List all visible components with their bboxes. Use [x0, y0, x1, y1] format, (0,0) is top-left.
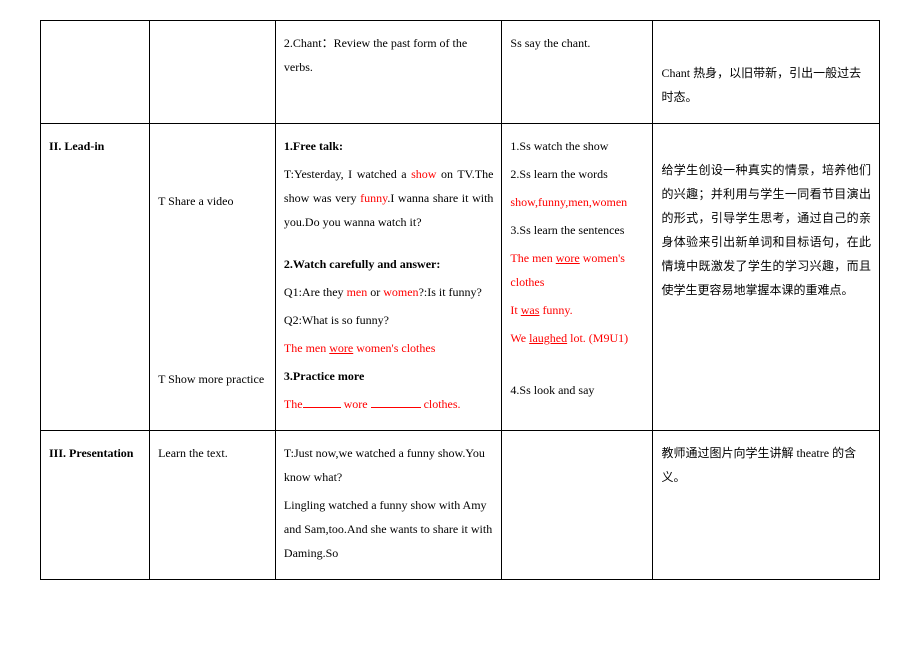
text-underline: wore [329, 341, 353, 355]
text: The men [510, 251, 555, 265]
text: clothes. [421, 397, 461, 411]
text: We [510, 331, 529, 345]
text-red: men [347, 285, 368, 299]
text: The men [284, 341, 329, 355]
text: Q1:Are they [284, 285, 347, 299]
blank [303, 395, 341, 408]
heading: 2.Watch carefully and answer: [284, 252, 494, 276]
cell-teacher: T Share a video T Show more practice [150, 124, 276, 431]
text: women's clothes [353, 341, 435, 355]
text: 1.Ss watch the show [510, 134, 644, 158]
cell-teacher: Learn the text. [150, 431, 276, 580]
text-underline: was [521, 303, 540, 317]
paragraph: T:Yesterday, I watched a show on TV.The … [284, 162, 494, 234]
text: Chant 热身，以旧带新，引出一般过去时态。 [661, 61, 871, 109]
table-row: III. Presentation Learn the text. T:Just… [41, 431, 880, 580]
text: T:Just now,we watched a funny show.You k… [284, 441, 494, 489]
stage-title: III. Presentation [49, 446, 133, 460]
cell-students [502, 431, 653, 580]
text: It [510, 303, 520, 317]
text: T:Yesterday, I watched a [284, 167, 411, 181]
sentence-red: It was funny. [510, 298, 644, 322]
text: ?:Is it funny? [419, 285, 482, 299]
heading: 1.Free talk: [284, 134, 494, 158]
cell-teacher [150, 21, 276, 124]
text: The [284, 397, 303, 411]
cell-purpose: 教师通过图片向学生讲解 theatre 的含义。 [653, 431, 880, 580]
sentence-red: We laughed lot. (M9U1) [510, 326, 644, 350]
text: 2.Ss learn the words [510, 162, 644, 186]
text: Lingling watched a funny show with Amy a… [284, 493, 494, 565]
text: Q2:What is so funny? [284, 308, 494, 332]
cell-stage [41, 21, 150, 124]
paragraph: Q1:Are they men or women?:Is it funny? [284, 280, 494, 304]
text: 4.Ss look and say [510, 378, 644, 402]
table-row: 2.Chant：Review the past form of the verb… [41, 21, 880, 124]
text: 教师通过图片向学生讲解 theatre 的含义。 [661, 441, 871, 489]
text-red: show,funny,men,women [510, 190, 644, 214]
stage-title: II. Lead-in [49, 139, 104, 153]
text-red: funny [360, 191, 387, 205]
cell-purpose: Chant 热身，以旧带新，引出一般过去时态。 [653, 21, 880, 124]
text: 3.Ss learn the sentences [510, 218, 644, 242]
text: or [367, 285, 383, 299]
cell-procedure: 2.Chant：Review the past form of the verb… [275, 21, 502, 124]
heading: 3.Practice more [284, 364, 494, 388]
text: 2.Chant：Review the past form of the verb… [284, 31, 494, 79]
cell-procedure: 1.Free talk: T:Yesterday, I watched a sh… [275, 124, 502, 431]
cell-purpose: 给学生创设一种真实的情景，培养他们的兴趣；并利用与学生一同看节目演出的形式，引导… [653, 124, 880, 431]
text: Learn the text. [158, 441, 267, 465]
blank [371, 395, 421, 408]
text-underline: wore [556, 251, 580, 265]
cell-stage: III. Presentation [41, 431, 150, 580]
sentence-red: The men wore women's clothes [510, 246, 644, 294]
text: T Share a video [158, 189, 267, 213]
text: funny. [539, 303, 572, 317]
text-red: women [383, 285, 418, 299]
text: lot. (M9U1) [567, 331, 628, 345]
text: wore [341, 397, 371, 411]
answer-red: The men wore women's clothes [284, 336, 494, 360]
text: 给学生创设一种真实的情景，培养他们的兴趣；并利用与学生一同看节目演出的形式，引导… [661, 158, 871, 302]
cell-students: 1.Ss watch the show 2.Ss learn the words… [502, 124, 653, 431]
lesson-plan-table: 2.Chant：Review the past form of the verb… [40, 20, 880, 580]
cell-students: Ss say the chant. [502, 21, 653, 124]
text-underline: laughed [529, 331, 567, 345]
cell-procedure: T:Just now,we watched a funny show.You k… [275, 431, 502, 580]
table-row: II. Lead-in T Share a video T Show more … [41, 124, 880, 431]
text-red: show [411, 167, 436, 181]
text: T Show more practice [158, 367, 267, 391]
fill-blank: The wore clothes. [284, 392, 494, 416]
text: Ss say the chant. [510, 31, 644, 55]
cell-stage: II. Lead-in [41, 124, 150, 431]
